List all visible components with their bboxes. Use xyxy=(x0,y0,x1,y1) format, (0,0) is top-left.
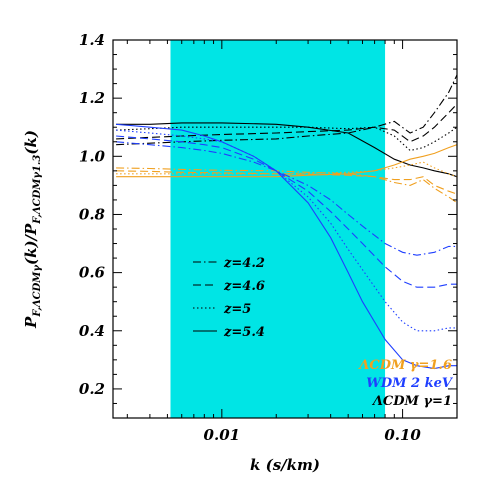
series-lcdmcdm-gamma-1-z-5-4 xyxy=(116,122,457,178)
x-tick-label: 0.01 xyxy=(204,426,241,444)
series-lcdmcdm-gamma-1-z-4-6 xyxy=(116,103,457,143)
series-wdm-2-kev-z-4-2 xyxy=(116,141,457,256)
legend-label-z-4-2: z=4.2 xyxy=(223,256,265,271)
shaded-k-range xyxy=(170,40,386,418)
legend-label-z-4-6: z=4.6 xyxy=(223,279,265,294)
y-tick-label: 1.0 xyxy=(79,147,106,165)
y-tick-label: 1.2 xyxy=(79,89,105,107)
series-lcdmcdm-gamma-1-6-z-5-4 xyxy=(116,144,457,178)
model-label-lcdmcdm-gamma-1-6: ΛCDM γ=1.6 xyxy=(357,358,452,373)
y-tick-label: 0.2 xyxy=(79,380,105,398)
series-wdm-2-kev-z-5 xyxy=(116,129,457,332)
series-lcdmcdm-gamma-1-6-z-4-2 xyxy=(116,167,457,204)
legend-label-z-5: z=5 xyxy=(223,302,251,317)
series-wdm-2-kev-z-5-4 xyxy=(116,123,457,370)
series-lcdmcdm-gamma-1-z-5 xyxy=(116,126,457,152)
y-tick-label: 0.8 xyxy=(79,205,106,223)
series-lcdmcdm-gamma-1-6-z-4-6 xyxy=(116,170,457,195)
model-label-wdm-2-kev: WDM 2 keV xyxy=(366,376,454,391)
legend-label-z-5-4: z=5.4 xyxy=(223,325,265,340)
series-lcdmcdm-gamma-1-6-z-5 xyxy=(116,161,457,178)
x-tick-label: 0.10 xyxy=(384,426,421,444)
x-axis-label: k (s/km) xyxy=(250,456,320,474)
series-lcdmcdm-gamma-1-z-4-2 xyxy=(116,74,457,146)
y-tick-label: 0.4 xyxy=(79,322,105,340)
y-tick-label: 1.4 xyxy=(79,31,105,49)
y-axis-label: PF,ΛCDMγ(k)/PF,ΛCDMγ1.3(k) xyxy=(22,130,43,329)
y-tick-label: 0.6 xyxy=(79,264,106,282)
model-label-lcdmcdm-gamma-1: ΛCDM γ=1 xyxy=(371,394,452,409)
series-wdm-2-kev-z-4-6 xyxy=(116,135,457,288)
